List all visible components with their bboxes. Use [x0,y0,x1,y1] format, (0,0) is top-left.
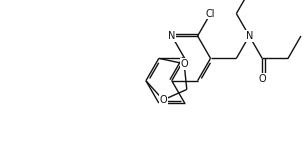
Text: O: O [159,95,167,105]
Text: N: N [168,31,175,41]
Text: Cl: Cl [206,9,215,19]
Text: O: O [258,74,266,84]
Text: O: O [180,59,188,69]
Text: N: N [246,31,253,41]
